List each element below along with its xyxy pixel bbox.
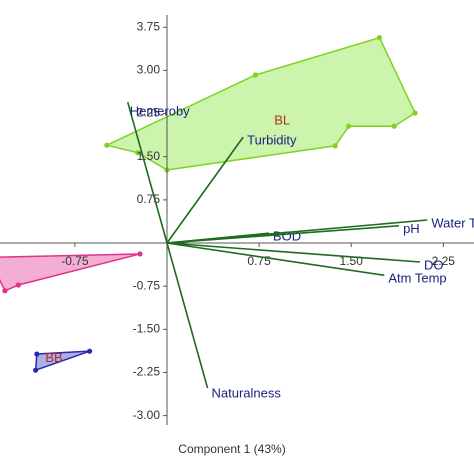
loading-label: Water T — [431, 215, 474, 230]
y-tick-label: 3.75 — [137, 19, 161, 33]
group-point — [134, 150, 141, 156]
y-tick-label: -1.50 — [133, 321, 161, 335]
group-point — [33, 367, 39, 373]
x-axis-label: Component 1 (43%) — [178, 442, 285, 456]
loading-vector — [166, 242, 421, 263]
loading-label: Hemeroby — [130, 103, 190, 118]
loading-vector — [166, 242, 209, 389]
group-point — [104, 142, 110, 148]
loading-vector — [166, 219, 428, 244]
group-point — [412, 110, 418, 116]
loading-label: DO — [424, 257, 444, 272]
y-tick-label: 2.25 — [137, 106, 161, 120]
loading-label: Turbidity — [247, 133, 297, 148]
x-tick-label: -0.75 — [61, 254, 89, 268]
loading-label: Atm Temp — [388, 271, 446, 286]
y-tick-label: 1.50 — [137, 149, 161, 163]
group-point — [346, 123, 352, 129]
loading-vector — [166, 242, 385, 277]
group-point — [15, 282, 22, 288]
y-tick-label: -3.00 — [133, 408, 161, 422]
loading-label: pH — [403, 221, 420, 236]
group-point — [87, 348, 93, 354]
y-tick-label: -2.25 — [133, 365, 161, 379]
group-point — [252, 72, 259, 78]
loading-vector — [126, 101, 168, 244]
group-point — [137, 251, 143, 257]
group-point — [376, 35, 383, 41]
group-point — [34, 351, 40, 357]
loading-vector — [166, 136, 244, 244]
y-tick-label: 3.00 — [137, 63, 161, 77]
x-tick-label: 2.25 — [432, 254, 456, 268]
group-hull — [104, 36, 417, 171]
group-point — [2, 288, 8, 294]
group-label: BL — [274, 113, 290, 128]
group-point — [332, 143, 338, 149]
y-tick-label: -0.75 — [133, 278, 161, 292]
group-hull — [34, 350, 90, 372]
loading-label: Naturalness — [212, 385, 282, 400]
group-point — [391, 123, 397, 129]
group-label: BB — [45, 350, 62, 365]
